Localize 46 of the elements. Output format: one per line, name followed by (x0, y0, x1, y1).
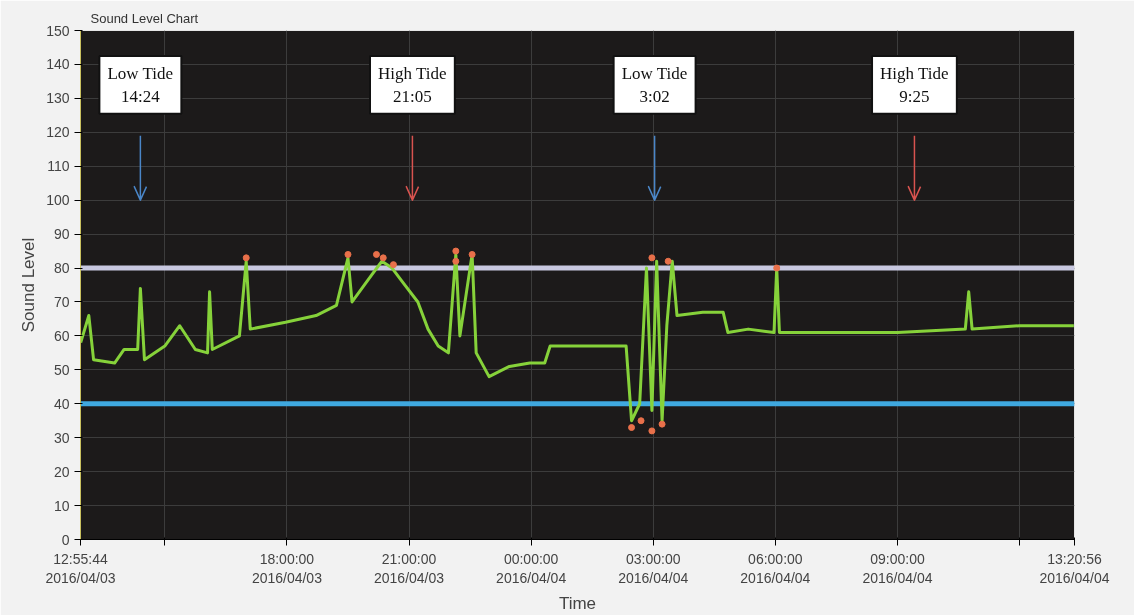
y-tick-label: 80 (53, 260, 70, 277)
x-tick-label: 21:00:00 2016/04/03 (374, 550, 445, 586)
y-tick-label: 120 (46, 124, 70, 141)
y-tick-label: 60 (53, 327, 70, 344)
ref-line-label: Low Tide 3:02 (621, 63, 688, 106)
y-tick-label: 30 (53, 429, 70, 446)
point (389, 261, 397, 269)
point (773, 264, 781, 272)
point (628, 424, 636, 432)
point (468, 250, 476, 258)
point (648, 427, 656, 435)
x-tick-label: 06:00:00 2016/04/04 (740, 550, 811, 586)
y-tick-label: 0 (61, 531, 70, 548)
ref-line-label: High Tide 9:25 (880, 63, 949, 106)
ref-line-label: Low Tide 14:24 (107, 63, 174, 106)
point (379, 254, 387, 262)
point (452, 247, 460, 255)
y-tick-label: 110 (47, 158, 70, 175)
y-axis-title: Sound Level (19, 237, 39, 333)
x-axis-title: Time (558, 593, 597, 613)
point (372, 250, 380, 258)
y-tick-label: 90 (53, 226, 70, 243)
point (648, 254, 656, 262)
chart-title: Sound Level Chart (90, 10, 199, 26)
ref-line-label: High Tide 21:05 (378, 63, 447, 106)
point (242, 254, 250, 262)
y-tick-label: 130 (46, 90, 70, 107)
x-tick-label: 00:00:00 2016/04/04 (496, 550, 567, 586)
y-tick-label: 50 (53, 361, 70, 378)
y-tick-label: 10 (53, 497, 70, 514)
x-tick-label: 18:00:00 2016/04/03 (251, 550, 323, 586)
y-tick-label: 100 (46, 192, 70, 209)
point (637, 417, 645, 425)
point (452, 257, 460, 265)
y-tick-label: 140 (46, 56, 70, 73)
point (344, 250, 352, 258)
y-tick-label: 40 (53, 395, 70, 412)
point (664, 257, 672, 265)
x-tick-label: 03:00:00 2016/04/04 (618, 550, 689, 586)
y-tick-label: 20 (53, 463, 70, 480)
x-tick-label: 12:55:44 2016/04/03 (45, 550, 116, 586)
x-tick-label: 13:20:56 2016/04/04 (1039, 550, 1110, 586)
y-tick-label: 150 (46, 22, 70, 39)
x-tick-label: 09:00:00 2016/04/04 (862, 550, 933, 586)
point (658, 420, 666, 428)
y-tick-label: 70 (53, 293, 70, 310)
